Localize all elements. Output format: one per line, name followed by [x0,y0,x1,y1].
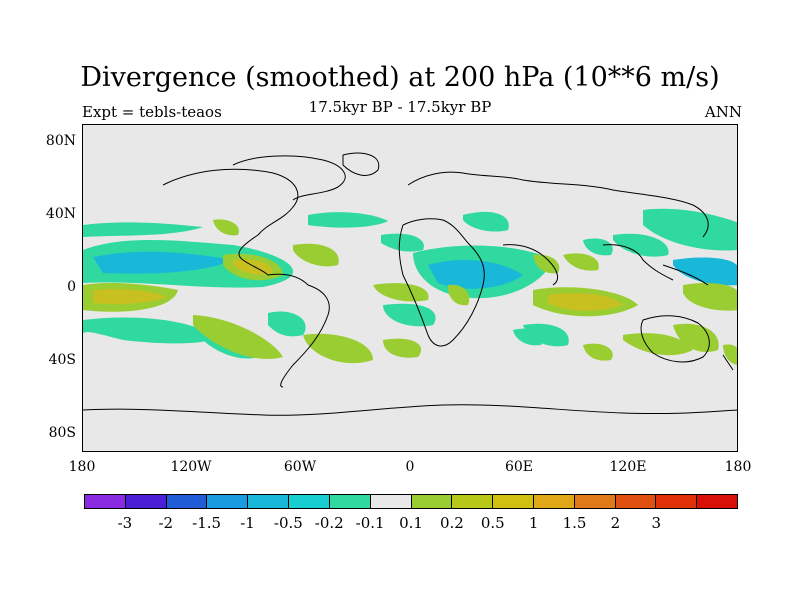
positive-divergence-regions [83,219,737,365]
colorbar-swatch [452,495,494,508]
colorbar-swatch [370,495,412,508]
season-label: ANN [704,103,742,121]
colorbar-label: -1.5 [192,514,222,532]
map-plot-area [82,124,738,452]
coastlines [83,152,737,416]
colorbar-swatch [574,495,616,508]
colorbar-label: -0.2 [314,514,344,532]
colorbar-swatch [615,495,657,508]
colorbar-label: 1 [528,514,539,532]
lat-label-0: 0 [67,279,76,295]
colorbar [84,494,738,509]
colorbar-swatch [329,495,371,508]
colorbar-label: -2 [158,514,174,532]
colorbar-swatch [533,495,575,508]
colorbar-swatch [289,495,330,508]
lat-label-40S: 40S [48,352,76,368]
colorbar-swatch [656,495,698,508]
colorbar-swatch [207,495,249,508]
colorbar-label: 0.5 [480,514,505,532]
lat-label-80N: 80N [45,133,76,149]
map-title: Divergence (smoothed) at 200 hPa (10**6 … [80,62,720,93]
colorbar-label: 0.2 [439,514,464,532]
colorbar-swatch [697,495,737,508]
colorbar-label: 0.1 [399,514,423,532]
colorbar-swatch [125,495,167,508]
colorbar-label: 3 [651,514,662,532]
colorbar-swatch [493,495,534,508]
colorbar-label: -0.1 [355,514,385,532]
colorbar-label: 2 [610,514,621,532]
lat-label-80S: 80S [48,425,76,441]
lon-label-60w: 60W [283,459,317,475]
lon-label-120e: 120E [609,459,647,475]
divergence-map [83,152,737,416]
colorbar-swatch [85,495,126,508]
colorbar-swatch [166,495,208,508]
lon-label-180w: 180 [68,459,96,475]
lon-label-120w: 120W [170,459,212,475]
colorbar-swatch [411,495,453,508]
lon-label-180e: 180 [724,459,752,475]
colorbar-label: -3 [117,514,133,532]
colorbar-label: -0.5 [273,514,303,532]
lon-label-0: 0 [405,459,415,475]
experiment-label: Expt = tebls-teaos [82,103,222,121]
colorbar-label: -1 [240,514,255,532]
lat-label-40N: 40N [45,206,76,222]
lon-label-60e: 60E [504,459,534,475]
colorbar-swatch [248,495,290,508]
map-subtitle: 17.5kyr BP - 17.5kyr BP [308,98,492,116]
colorbar-label: 1.5 [562,514,587,532]
